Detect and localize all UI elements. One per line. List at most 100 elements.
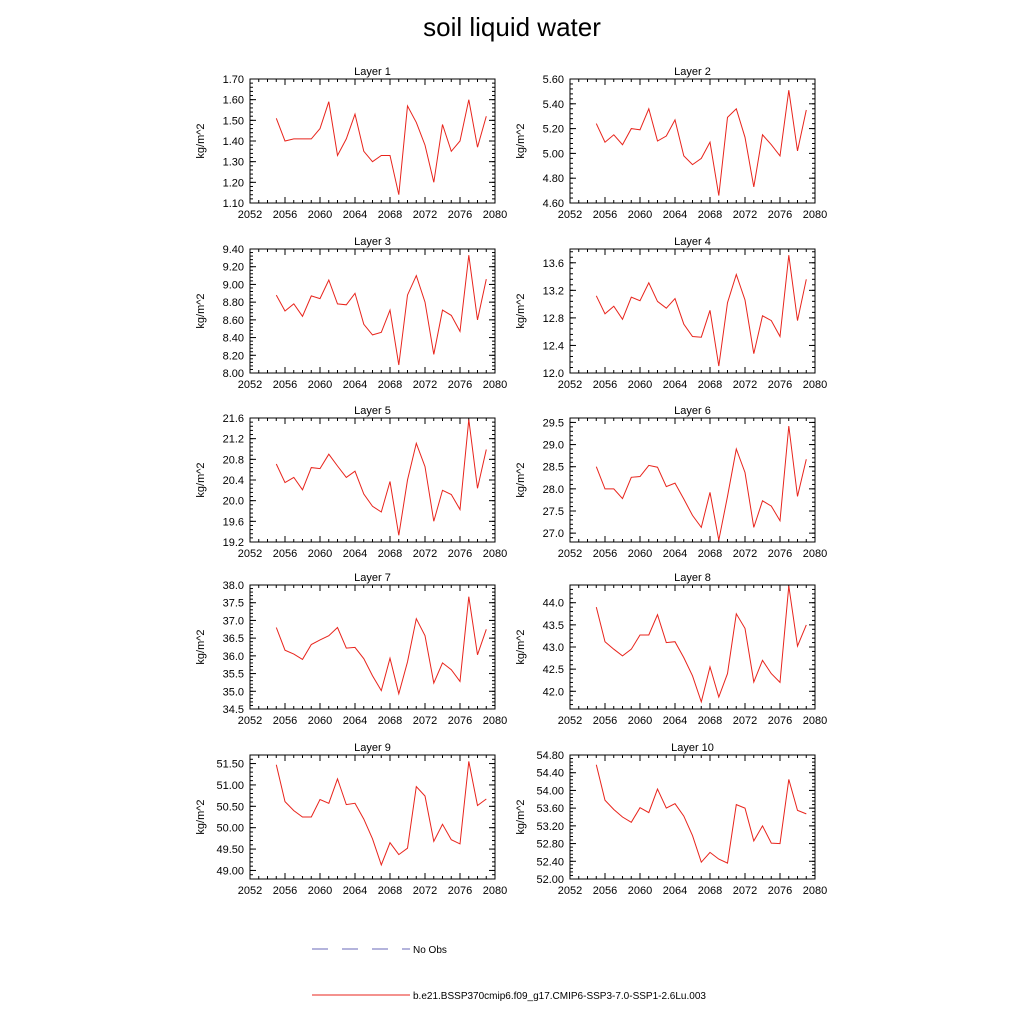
x-tick-label: 2076 (768, 548, 792, 560)
y-tick-label: 50.50 (216, 801, 244, 813)
x-tick-label: 2076 (448, 548, 472, 560)
x-tick-label: 2060 (308, 548, 332, 560)
x-tick-label: 2060 (628, 885, 652, 897)
chart-panel-5: Layer 5 kg/m^2 2052 2056 2060 2064 2068 2072 207… (195, 405, 507, 560)
x-tick-label: 2072 (733, 885, 757, 897)
panel-title: Layer 1 (354, 66, 391, 78)
series-line (595, 425, 807, 541)
y-tick-label: 49.50 (216, 844, 244, 856)
y-tick-label: 42.0 (543, 686, 564, 698)
x-tick-label: 2072 (733, 715, 757, 727)
y-tick-label: 27.5 (543, 506, 564, 518)
y-tick-label: 29.0 (543, 440, 564, 452)
page-title: soil liquid water (423, 12, 601, 42)
panel-title: Layer 3 (354, 236, 391, 248)
y-tick-label: 52.80 (536, 839, 564, 851)
x-tick-label: 2072 (413, 209, 437, 221)
x-tick-label: 2056 (593, 209, 617, 221)
y-tick-label: 43.5 (543, 620, 564, 632)
x-tick-label: 2052 (238, 379, 262, 391)
y-tick-label: 8.60 (223, 315, 244, 327)
x-tick-label: 2056 (273, 379, 297, 391)
y-tick-label: 28.5 (543, 462, 564, 474)
series-line (595, 764, 807, 864)
x-tick-label: 2064 (343, 379, 367, 391)
series-line (275, 419, 487, 536)
y-axis-label: kg/m^2 (195, 629, 207, 664)
x-tick-label: 2056 (273, 715, 297, 727)
y-tick-label: 20.8 (223, 454, 244, 466)
x-tick-label: 2076 (768, 379, 792, 391)
plot-frame (569, 417, 816, 543)
x-tick-label: 2068 (698, 209, 722, 221)
x-tick-label: 2056 (593, 715, 617, 727)
x-tick-label: 2056 (593, 379, 617, 391)
chart-panel-10: Layer 10 kg/m^2 2052 2056 2060 2064 2068 2072 20… (515, 742, 827, 897)
y-tick-label: 8.20 (223, 350, 244, 362)
y-tick-label: 1.20 (223, 177, 244, 189)
x-tick-label: 2056 (593, 885, 617, 897)
x-tick-label: 2080 (483, 209, 507, 221)
x-tick-label: 2076 (448, 379, 472, 391)
y-tick-label: 51.00 (216, 780, 244, 792)
chart-panel-9: Layer 9 kg/m^2 2052 2056 2060 2064 2068 2072 207… (195, 742, 507, 897)
x-tick-label: 2060 (308, 885, 332, 897)
x-tick-label: 2064 (663, 209, 687, 221)
y-axis-label: kg/m^2 (195, 293, 207, 328)
x-tick-label: 2068 (378, 885, 402, 897)
x-tick-label: 2068 (698, 715, 722, 727)
x-tick-label: 2076 (448, 209, 472, 221)
x-tick-label: 2064 (343, 715, 367, 727)
x-tick-label: 2080 (803, 548, 827, 560)
y-tick-label: 52.00 (536, 874, 564, 886)
plot-frame (249, 417, 496, 543)
plot-frame (249, 754, 496, 880)
plot-frame (569, 754, 816, 880)
x-tick-label: 2060 (628, 715, 652, 727)
x-tick-label: 2072 (413, 379, 437, 391)
y-tick-label: 13.2 (543, 285, 564, 297)
y-tick-label: 21.2 (223, 434, 244, 446)
x-tick-label: 2052 (558, 548, 582, 560)
x-tick-label: 2080 (483, 885, 507, 897)
x-tick-label: 2060 (628, 548, 652, 560)
x-tick-label: 2056 (273, 209, 297, 221)
x-tick-label: 2052 (238, 715, 262, 727)
x-tick-label: 2080 (803, 209, 827, 221)
x-tick-label: 2052 (558, 209, 582, 221)
x-tick-label: 2064 (343, 209, 367, 221)
y-tick-label: 4.60 (543, 198, 564, 210)
series-line (275, 99, 487, 195)
x-tick-label: 2068 (698, 885, 722, 897)
y-tick-label: 28.0 (543, 484, 564, 496)
chart-panel-3: Layer 3 kg/m^2 2052 2056 2060 2064 2068 2072 207… (195, 236, 507, 391)
chart-panel-6: Layer 6 kg/m^2 2052 2056 2060 2064 2068 2072 207… (515, 405, 827, 560)
y-tick-label: 1.30 (223, 157, 244, 169)
x-tick-label: 2072 (413, 715, 437, 727)
x-tick-label: 2068 (378, 209, 402, 221)
y-tick-label: 54.80 (536, 750, 564, 762)
y-tick-label: 8.80 (223, 297, 244, 309)
y-tick-label: 1.50 (223, 115, 244, 127)
y-axis-label: kg/m^2 (515, 629, 527, 664)
x-tick-label: 2068 (378, 715, 402, 727)
y-axis-label: kg/m^2 (195, 462, 207, 497)
x-tick-label: 2052 (238, 209, 262, 221)
panel-title: Layer 5 (354, 405, 391, 417)
y-tick-label: 1.10 (223, 198, 244, 210)
y-tick-label: 20.0 (223, 496, 244, 508)
x-tick-label: 2076 (448, 885, 472, 897)
x-tick-label: 2052 (238, 548, 262, 560)
x-tick-label: 2064 (663, 548, 687, 560)
plot-frame (249, 248, 496, 374)
series-line (275, 596, 487, 696)
x-tick-label: 2080 (803, 379, 827, 391)
y-tick-label: 19.2 (223, 537, 244, 549)
plot-frame (569, 584, 816, 710)
x-tick-label: 2072 (733, 209, 757, 221)
chart-panel-7: Layer 7 kg/m^2 2052 2056 2060 2064 2068 2072 207… (195, 572, 507, 727)
y-axis-label: kg/m^2 (515, 462, 527, 497)
y-tick-label: 37.0 (223, 615, 244, 627)
y-tick-label: 51.50 (216, 759, 244, 771)
